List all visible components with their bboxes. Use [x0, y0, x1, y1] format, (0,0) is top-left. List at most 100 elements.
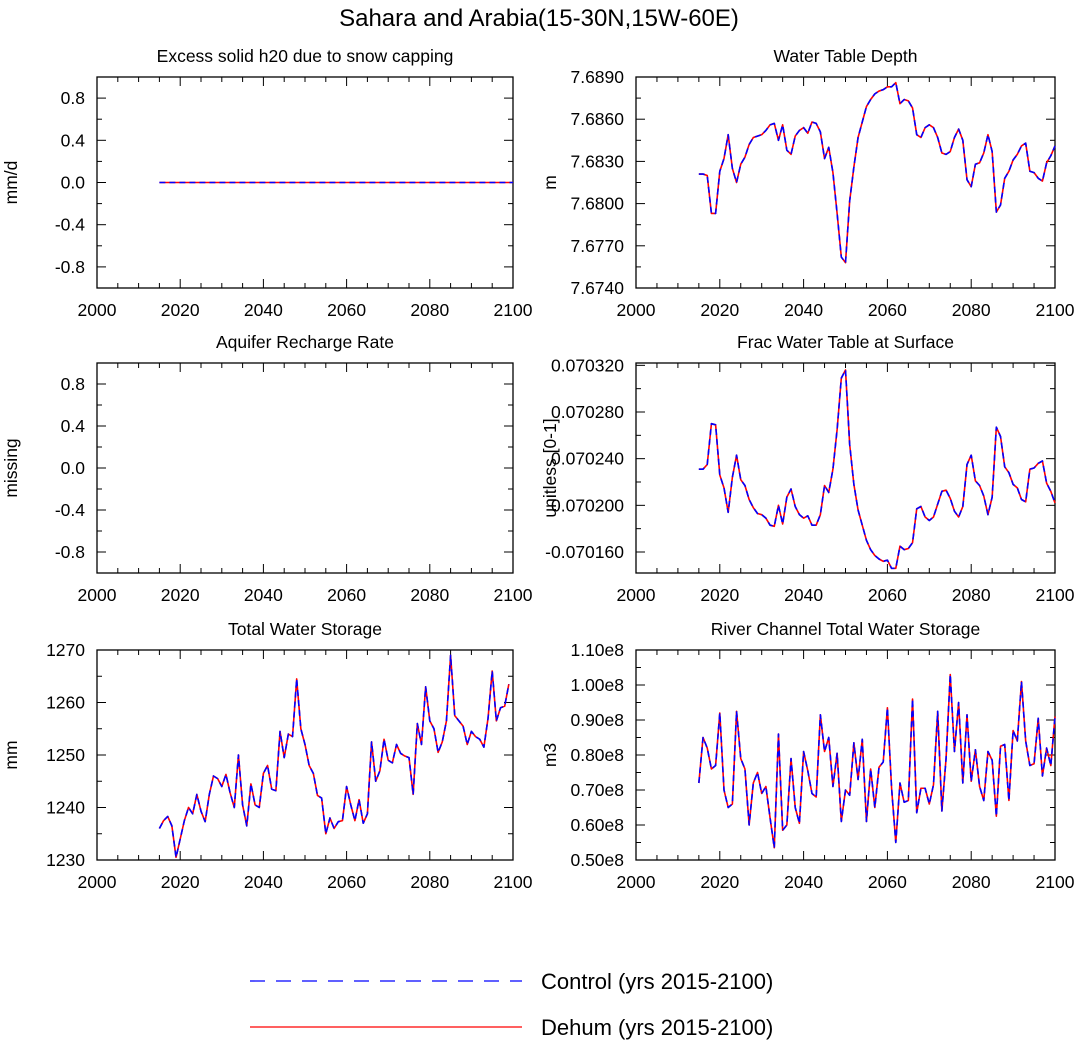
series-line-control	[698, 81, 1056, 264]
y-tick-label: 0.070240	[551, 449, 624, 469]
y-axis-label: unitless [0-1]	[540, 418, 560, 517]
panel-total-water-storage: Total Water Storage mm 2000 2020 2040 2060 208…	[1, 619, 533, 892]
panel-title: Aquifer Recharge Rate	[216, 332, 394, 352]
panel-title: River Channel Total Water Storage	[711, 619, 980, 639]
y-tick-label: 1240	[46, 798, 85, 818]
y-tick-label: 0.070320	[551, 355, 624, 375]
y-axis-label: missing	[1, 438, 21, 497]
series-line-dehum	[698, 81, 1056, 264]
y-tick-label: 0.4	[61, 416, 86, 436]
y-tick-label: 7.6830	[570, 151, 624, 171]
plot-frame	[635, 362, 1056, 574]
x-tick-label: 2060	[327, 872, 366, 892]
legend: Control (yrs 2015-2100) Dehum (yrs 2015-…	[250, 969, 773, 1040]
x-tick-label: 2100	[1036, 872, 1075, 892]
x-tick-label: 2100	[494, 872, 533, 892]
x-tick-label: 2000	[78, 872, 117, 892]
series-line-control	[698, 369, 1056, 570]
x-tick-label: 2060	[868, 300, 907, 320]
panel-snow-capping: Excess solid h20 due to snow capping mm/d…	[1, 46, 533, 320]
panel-water-table-depth: Water Table Depth m 2000 2020 2040 2060 2080 21…	[540, 46, 1075, 320]
series-line-control	[158, 654, 510, 859]
x-tick-label: 2040	[244, 585, 283, 605]
x-tick-label: 2060	[868, 872, 907, 892]
y-tick-label: 0.070280	[551, 402, 624, 422]
y-tick-label: 0.70e8	[570, 780, 624, 800]
y-tick-label: 7.6860	[570, 109, 624, 129]
x-tick-label: 2000	[617, 872, 656, 892]
x-tick-label: 2040	[244, 300, 283, 320]
y-tick-label: -0.4	[55, 500, 85, 520]
x-tick-label: 2000	[78, 585, 117, 605]
y-tick-label: 7.6890	[570, 67, 624, 87]
y-tick-label: 0.070200	[551, 495, 624, 515]
panel-aquifer-recharge: Aquifer Recharge Rate missing 2000 2020 2040…	[1, 332, 533, 605]
series-line-dehum	[698, 369, 1056, 570]
x-tick-label: 2060	[327, 585, 366, 605]
y-tick-label: 1260	[46, 693, 85, 713]
x-tick-label: 2100	[1036, 585, 1075, 605]
x-tick-label: 2000	[617, 585, 656, 605]
x-tick-label: 2080	[410, 300, 449, 320]
plot-frame	[635, 649, 1056, 861]
x-tick-label: 2000	[78, 300, 117, 320]
y-axis-label: mm	[1, 740, 21, 769]
x-tick-label: 2020	[161, 872, 200, 892]
x-tick-label: 2080	[952, 872, 991, 892]
plot-frame	[96, 362, 514, 574]
panel-river-channel-storage: River Channel Total Water Storage m3 2000 2…	[540, 619, 1075, 892]
series-line-dehum	[698, 673, 1056, 849]
x-tick-label: 2020	[700, 872, 739, 892]
y-tick-label: 0.90e8	[570, 710, 624, 730]
x-tick-label: 2100	[494, 300, 533, 320]
x-tick-label: 2060	[327, 300, 366, 320]
y-tick-label: -0.8	[55, 257, 85, 277]
x-tick-label: 2080	[952, 585, 991, 605]
panel-title: Frac Water Table at Surface	[737, 332, 954, 352]
x-tick-label: 2020	[161, 585, 200, 605]
x-tick-label: 2040	[784, 872, 823, 892]
y-tick-label: 1230	[46, 850, 85, 870]
plot-frame	[96, 649, 514, 861]
plot-frame	[635, 76, 1056, 289]
x-tick-label: 2020	[700, 300, 739, 320]
x-tick-label: 2100	[1036, 300, 1075, 320]
y-tick-label: -0.8	[55, 542, 85, 562]
panel-title: Total Water Storage	[228, 619, 382, 639]
y-axis-label: mm/d	[1, 161, 21, 205]
y-axis-label: m	[540, 175, 560, 190]
panel-frac-water-table: Frac Water Table at Surface unitless [0-1…	[540, 332, 1075, 605]
figure-title: Sahara and Arabia(15-30N,15W-60E)	[339, 5, 739, 32]
x-tick-label: 2020	[161, 300, 200, 320]
y-tick-label: 0.50e8	[570, 850, 624, 870]
panel-title: Excess solid h20 due to snow capping	[157, 46, 454, 66]
y-axis-label: m3	[540, 743, 560, 767]
x-tick-label: 2080	[410, 585, 449, 605]
x-tick-label: 2040	[784, 585, 823, 605]
y-tick-label: 0.80e8	[570, 745, 624, 765]
y-tick-label: -0.4	[55, 215, 85, 235]
y-tick-label: 0.8	[61, 374, 85, 394]
y-tick-label: 0.8	[61, 88, 85, 108]
y-tick-label: 0.4	[61, 130, 86, 150]
x-tick-label: 2000	[617, 300, 656, 320]
legend-item-control: Control (yrs 2015-2100)	[250, 969, 773, 994]
y-tick-label: 7.6740	[570, 278, 624, 298]
y-tick-label: 1.10e8	[570, 640, 624, 660]
y-tick-label: 7.6800	[570, 194, 624, 214]
legend-label-dehum: Dehum (yrs 2015-2100)	[541, 1015, 773, 1040]
x-tick-label: 2060	[868, 585, 907, 605]
x-tick-label: 2100	[494, 585, 533, 605]
panel-title: Water Table Depth	[774, 46, 918, 66]
x-tick-label: 2020	[700, 585, 739, 605]
x-tick-label: 2080	[952, 300, 991, 320]
series-line-control	[698, 673, 1056, 849]
y-tick-label: 0.0	[61, 458, 86, 478]
y-tick-label: -0.070160	[545, 542, 624, 562]
x-tick-label: 2040	[784, 300, 823, 320]
x-tick-label: 2080	[410, 872, 449, 892]
legend-item-dehum: Dehum (yrs 2015-2100)	[250, 1015, 773, 1040]
y-tick-label: 7.6770	[570, 236, 624, 256]
y-tick-label: 1250	[46, 745, 85, 765]
